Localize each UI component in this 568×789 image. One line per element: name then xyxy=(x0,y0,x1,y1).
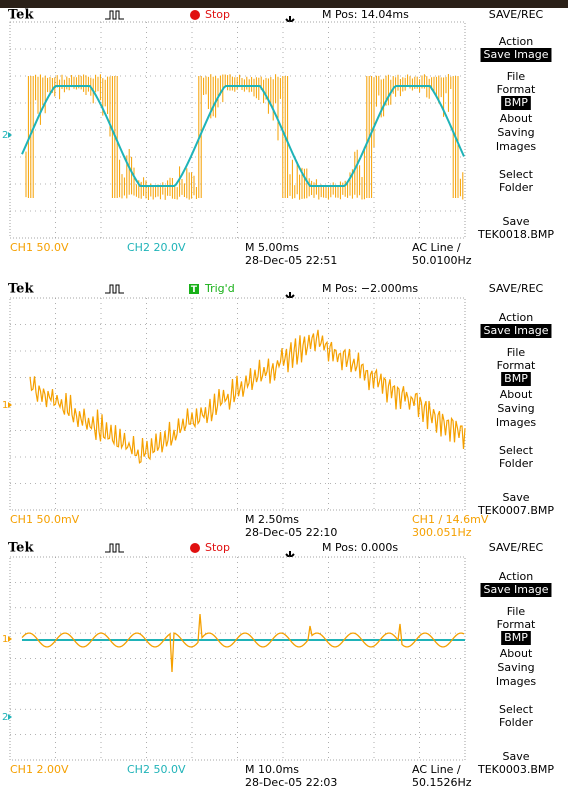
menu-label: Images xyxy=(496,675,536,688)
status-icon-letter: T xyxy=(191,285,198,295)
menu-value-box xyxy=(501,96,531,110)
menu-label: Select xyxy=(499,703,534,716)
timebase: M 2.50ms xyxy=(245,513,299,526)
menu-label: Select xyxy=(499,444,534,457)
trigger-icon xyxy=(105,10,124,20)
channel-marker-arrow xyxy=(8,636,12,642)
trigger-icon xyxy=(105,543,124,553)
timebase: M 10.0ms xyxy=(245,763,299,776)
status-icon xyxy=(189,284,199,294)
menu-value-box xyxy=(480,583,552,597)
menu-label: File xyxy=(507,346,526,359)
menu-title: SAVE/REC xyxy=(489,541,544,554)
menu-title: SAVE/REC xyxy=(489,8,544,21)
trigger: AC Line ∕ xyxy=(412,763,461,776)
menu-label: Format xyxy=(497,618,536,631)
menu-value-box xyxy=(480,48,552,62)
ch2-waveform xyxy=(21,85,465,187)
position: M Pos: 14.04ms xyxy=(322,8,409,21)
status-icon xyxy=(190,543,200,553)
brand: Tek xyxy=(8,8,34,23)
ch2-scale: CH2 50.0V xyxy=(127,763,186,776)
photo-strip xyxy=(0,0,568,8)
menu-label: File xyxy=(507,605,526,618)
menu-label: Saving xyxy=(497,661,534,674)
menu-label: Saving xyxy=(497,126,534,139)
trigger-icon xyxy=(105,284,124,294)
channel-marker: 2 xyxy=(2,712,8,723)
menu-label: About xyxy=(500,112,533,125)
status-icon xyxy=(190,10,200,20)
menu-label: Save xyxy=(502,750,529,763)
ch1-waveform xyxy=(21,613,465,673)
channel-marker: 1 xyxy=(2,634,8,645)
menu-label: Save xyxy=(502,491,529,504)
ch1-scale: CH1 50.0mV xyxy=(10,513,80,526)
menu-label: TEK0007.BMP xyxy=(477,504,554,517)
ch2-scale: CH2 20.0V xyxy=(127,241,186,254)
channel-marker: 2 xyxy=(2,130,8,141)
menu-label: Folder xyxy=(499,457,533,470)
menu-label: TEK0018.BMP xyxy=(477,228,554,241)
graticule xyxy=(9,21,466,239)
trigger: CH1 ∕ 14.6mV xyxy=(412,513,489,526)
menu-value-box xyxy=(480,324,552,338)
menu-value: Save Image xyxy=(484,48,549,61)
brand: Tek xyxy=(8,541,34,556)
menu-label: Images xyxy=(496,140,536,153)
menu-label: Saving xyxy=(497,402,534,415)
datetime: 28-Dec-05 22:10 xyxy=(245,526,337,539)
ch1-waveform xyxy=(25,74,464,200)
ch1-waveform xyxy=(29,329,466,464)
menu-label: Folder xyxy=(499,716,533,729)
menu-title: SAVE/REC xyxy=(489,282,544,295)
menu-label: Images xyxy=(496,416,536,429)
channel-marker-arrow xyxy=(8,132,12,138)
menu-label: Action xyxy=(499,35,533,48)
datetime: 28-Dec-05 22:03 xyxy=(245,776,337,789)
timebase: M 5.00ms xyxy=(245,241,299,254)
brand: Tek xyxy=(8,282,34,297)
channel-marker-arrow xyxy=(8,714,12,720)
frequency: 50.1526Hz xyxy=(412,776,472,789)
menu-value: BMP xyxy=(504,631,528,644)
menu-label: Folder xyxy=(499,181,533,194)
position: M Pos: 0.000s xyxy=(322,541,398,554)
status: Stop xyxy=(205,541,230,554)
menu-label: Save xyxy=(502,215,529,228)
status: Stop xyxy=(205,8,230,21)
channel-marker: 1 xyxy=(2,400,8,411)
position: M Pos: −2.000ms xyxy=(322,282,418,295)
menu-label: TEK0003.BMP xyxy=(477,763,554,776)
menu-label: Select xyxy=(499,168,534,181)
channel-marker-arrow xyxy=(8,402,12,408)
ch1-scale: CH1 50.0V xyxy=(10,241,69,254)
menu-value: Save Image xyxy=(484,324,549,337)
menu-value-box xyxy=(501,631,531,645)
menu-label: About xyxy=(500,647,533,660)
frequency: 50.0100Hz xyxy=(412,254,472,267)
menu-label: Format xyxy=(497,359,536,372)
menu-label: About xyxy=(500,388,533,401)
menu-label: Action xyxy=(499,311,533,324)
menu-label: Format xyxy=(497,83,536,96)
ch1-scale: CH1 2.00V xyxy=(10,763,69,776)
status: Trig'd xyxy=(204,282,235,295)
menu-label: Action xyxy=(499,570,533,583)
menu-value: BMP xyxy=(504,372,528,385)
datetime: 28-Dec-05 22:51 xyxy=(245,254,337,267)
menu-value: BMP xyxy=(504,96,528,109)
trigger: AC Line ∕ xyxy=(412,241,461,254)
frequency: 300.051Hz xyxy=(412,526,472,539)
menu-label: File xyxy=(507,70,526,83)
menu-value-box xyxy=(501,372,531,386)
menu-value: Save Image xyxy=(484,583,549,596)
